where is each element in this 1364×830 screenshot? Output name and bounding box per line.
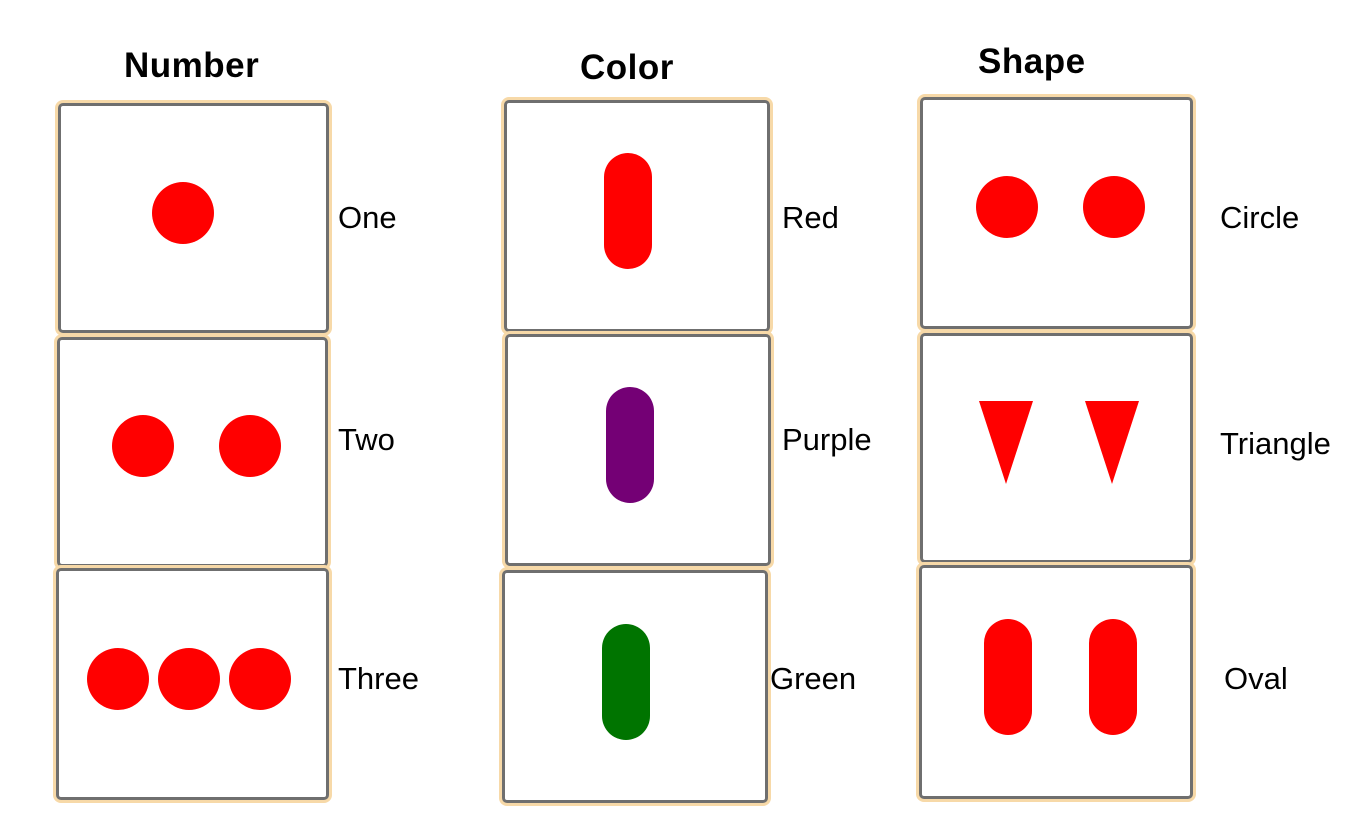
- card-shape-oval: [919, 565, 1193, 799]
- color-column-title: Color: [580, 48, 674, 87]
- red-circle-shape: [152, 182, 214, 244]
- green-oval-shape: [602, 624, 650, 740]
- red-circle-shape: [112, 415, 174, 477]
- red-triangle-shape: [979, 401, 1033, 484]
- card-label-triangle: Triangle: [1220, 426, 1331, 461]
- card-label-circle: Circle: [1220, 200, 1300, 235]
- red-oval-shape: [604, 153, 652, 269]
- card-label-purple: Purple: [782, 422, 872, 457]
- card-number-two: [57, 337, 328, 567]
- red-circle-shape: [1083, 176, 1145, 238]
- red-circle-shape: [219, 415, 281, 477]
- red-circle-shape: [87, 648, 149, 710]
- shape-column-title: Shape: [978, 42, 1086, 81]
- card-number-three: [56, 568, 329, 800]
- red-oval-shape: [1089, 619, 1137, 735]
- card-label-two: Two: [338, 422, 395, 457]
- card-label-one: One: [338, 200, 397, 235]
- card-color-purple: [505, 334, 771, 566]
- red-oval-shape: [984, 619, 1032, 735]
- purple-oval-shape: [606, 387, 654, 503]
- card-shape-triangle: [920, 333, 1193, 563]
- card-label-red: Red: [782, 200, 839, 235]
- card-shape-circle: [920, 97, 1193, 329]
- red-circle-shape: [229, 648, 291, 710]
- red-triangle-shape: [1085, 401, 1139, 484]
- card-color-green: [502, 570, 768, 803]
- red-circle-shape: [158, 648, 220, 710]
- card-label-three: Three: [338, 661, 419, 696]
- card-number-one: [58, 103, 329, 333]
- card-label-green: Green: [770, 661, 857, 696]
- card-color-red: [504, 100, 770, 332]
- red-circle-shape: [976, 176, 1038, 238]
- card-label-oval: Oval: [1224, 661, 1288, 696]
- number-column-title: Number: [124, 46, 260, 85]
